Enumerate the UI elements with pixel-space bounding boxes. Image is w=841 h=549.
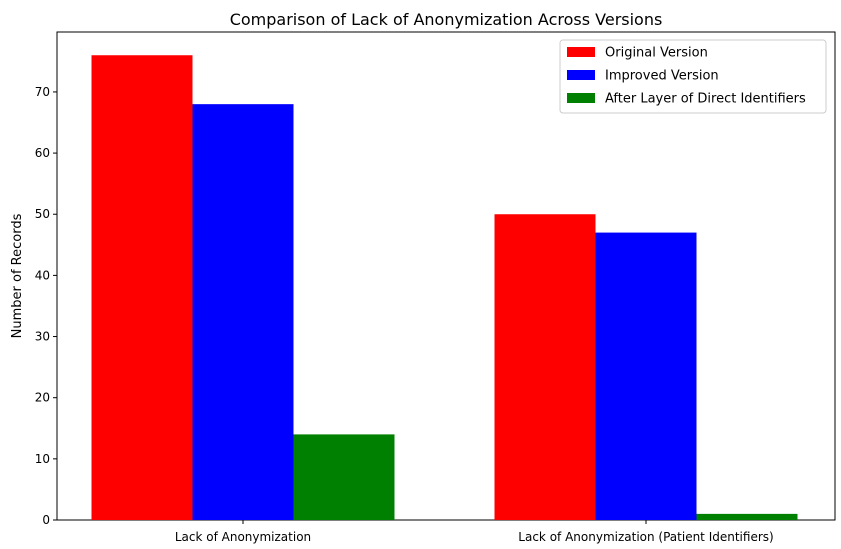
y-tick-label: 10 <box>35 452 50 466</box>
bar-original-version-2 <box>494 214 596 521</box>
chart-title: Comparison of Lack of Anonymization Acro… <box>230 10 663 29</box>
bar-after-layer-of-direct-identifiers-2 <box>696 513 798 520</box>
y-tick-label: 30 <box>35 330 50 344</box>
x-tick-label: Lack of Anonymization <box>175 530 311 544</box>
legend-swatch <box>567 70 595 80</box>
legend-label: Improved Version <box>605 69 719 84</box>
legend-label: After Layer of Direct Identifiers <box>605 92 806 107</box>
legend-frame <box>559 39 827 114</box>
plot-frame <box>56 31 836 521</box>
bar-improved-version-2 <box>595 232 697 520</box>
y-axis-label: Number of Records <box>10 213 25 338</box>
y-tick-label: 0 <box>42 513 50 527</box>
bar-original-version-1 <box>91 55 193 521</box>
x-tick-label: Lack of Anonymization (Patient Identifie… <box>518 530 773 544</box>
legend-swatch <box>567 47 595 57</box>
bars-layer <box>91 55 798 521</box>
y-tick-label: 20 <box>35 391 50 405</box>
y-axis: 0 10 20 30 40 50 60 70 <box>35 85 57 527</box>
x-axis: Lack of Anonymization Lack of Anonymizati… <box>175 520 774 544</box>
legend: Original Version Improved Version After La… <box>559 39 827 114</box>
y-tick-label: 40 <box>35 268 50 282</box>
legend-label: Original Version <box>605 46 708 61</box>
bar-after-layer-of-direct-identifiers-1 <box>293 434 395 520</box>
bar-improved-version-1 <box>192 104 294 520</box>
y-tick-label: 60 <box>35 146 50 160</box>
legend-swatch <box>567 93 595 103</box>
y-tick-label: 70 <box>35 85 50 99</box>
y-tick-label: 50 <box>35 207 50 221</box>
legend-items: Original Version Improved Version After La… <box>567 46 806 107</box>
